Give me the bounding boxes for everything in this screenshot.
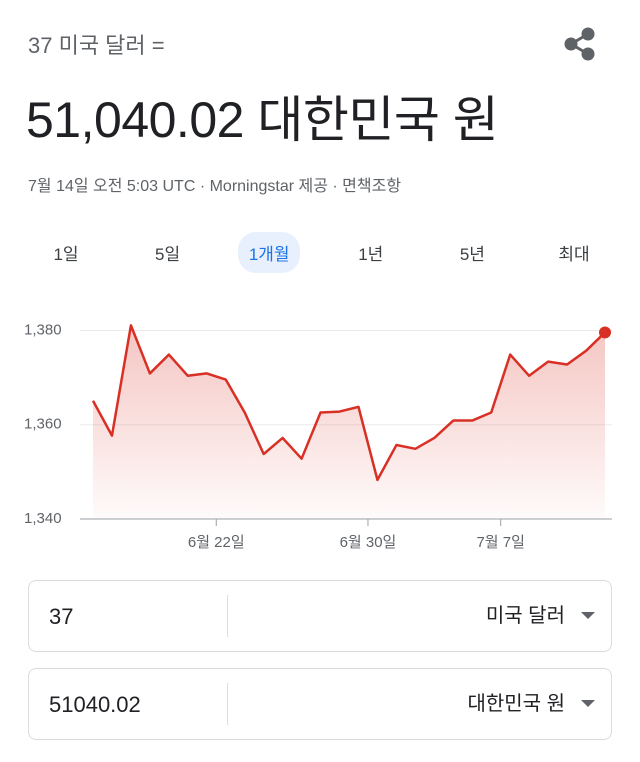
share-button[interactable]: [560, 24, 600, 64]
dropdown-arrow[interactable]: [581, 612, 595, 619]
range-tabs: 1일 5일 1개월 1년 5년 최대: [18, 232, 622, 273]
tab[interactable]: 5년: [459, 245, 485, 264]
result: 51,040.02 대한민국 원: [26, 92, 499, 148]
separator: [227, 595, 228, 637]
from-amount[interactable]: 37: [49, 604, 74, 629]
y-tick-label: 1,380: [24, 322, 62, 339]
x-tick-label: 6월 30일: [340, 534, 397, 551]
from-field[interactable]: 37 미국 달러: [28, 580, 612, 652]
separator: [227, 683, 228, 725]
to-field[interactable]: 51040.02 대한민국 원: [28, 668, 612, 740]
tab[interactable]: 최대: [558, 245, 590, 264]
y-tick-label: 1,340: [24, 510, 62, 527]
chart: 1,340 1,360 1,380 6월 22일 6월 30일 7월 7일: [24, 322, 612, 551]
x-tick-label: 7월 7일: [476, 534, 524, 551]
from-currency[interactable]: 미국 달러: [485, 605, 565, 627]
query: 37 미국 달러 =: [28, 33, 165, 58]
tab[interactable]: 5일: [155, 245, 181, 264]
to-amount[interactable]: 51040.02: [49, 692, 141, 717]
dropdown-arrow[interactable]: [581, 700, 595, 707]
tab-selected[interactable]: 1개월: [238, 232, 301, 273]
line: [91, 324, 606, 482]
x-tick-label: 6월 22일: [188, 534, 245, 551]
tab[interactable]: 1년: [358, 245, 384, 264]
source: 7월 14일 오전 5:03 UTC · Morningstar 제공 · 면책…: [28, 178, 402, 195]
area: [93, 325, 605, 519]
last-point: [599, 326, 611, 339]
tab[interactable]: 1일: [53, 245, 79, 264]
to-currency[interactable]: 대한민국 원: [467, 693, 565, 715]
y-tick-label: 1,360: [24, 416, 62, 433]
